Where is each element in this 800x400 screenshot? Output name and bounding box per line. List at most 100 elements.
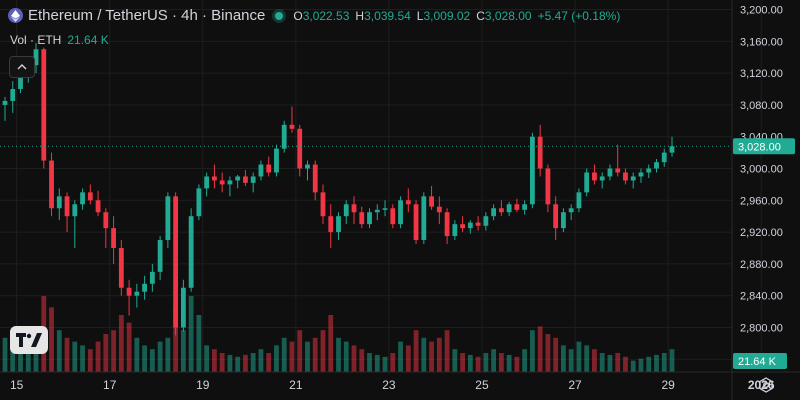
- candle-body: [568, 208, 574, 213]
- candle-body: [180, 287, 186, 328]
- volume-bar: [607, 354, 613, 372]
- symbol-title[interactable]: Ethereum / TetherUS · 4h · Binance: [28, 7, 266, 24]
- volume-bar: [111, 330, 116, 372]
- volume-bar: [467, 354, 473, 372]
- low-value: 3,009.02: [423, 8, 471, 23]
- x-tick-label: 27: [568, 378, 582, 392]
- volume-bar: [529, 330, 535, 372]
- last-price-label: 3,028.00: [738, 141, 781, 153]
- volume-bar: [568, 349, 574, 372]
- last-volume-label: 21.64 K: [738, 356, 777, 368]
- candle-body: [599, 176, 605, 181]
- candle-body: [33, 49, 39, 66]
- candle-body: [630, 176, 636, 181]
- volume-bar: [312, 337, 318, 372]
- candle-body: [95, 200, 101, 213]
- candle-body: [669, 146, 675, 153]
- volume-bar: [421, 337, 427, 372]
- volume-bar: [514, 356, 520, 372]
- symbol-legend: Ethereum / TetherUS · 4h · Binance O3,02…: [8, 7, 620, 24]
- high-label: H: [355, 8, 365, 23]
- volume-bar: [436, 337, 442, 372]
- x-tick-label: 25: [475, 378, 489, 392]
- candle-body: [320, 192, 326, 217]
- volume-bar: [149, 349, 155, 372]
- volume-bar: [87, 349, 93, 372]
- y-tick-label: 3,000.00: [740, 164, 783, 176]
- volume-bar: [405, 345, 411, 372]
- volume-bar: [204, 345, 210, 372]
- candle-body: [615, 168, 621, 173]
- candlesticks: [2, 42, 675, 336]
- volume-bar: [359, 349, 365, 372]
- x-tick-label: 29: [661, 378, 675, 392]
- ethereum-icon[interactable]: [8, 8, 23, 23]
- candle-body: [398, 200, 403, 225]
- candle-body: [41, 49, 47, 161]
- volume-value: 21.64 K: [67, 33, 109, 47]
- volume-bar: [398, 341, 403, 372]
- candle-body: [142, 283, 148, 292]
- x-tick-label: 19: [196, 378, 210, 392]
- volume-bar: [630, 360, 636, 372]
- volume-bar: [212, 349, 217, 372]
- candle-body: [367, 212, 372, 225]
- volume-bar: [49, 307, 54, 372]
- price-axis[interactable]: 3,200.003,160.003,120.003,080.003,040.00…: [731, 0, 783, 400]
- volume-bar: [491, 349, 497, 372]
- volume-label: Vol · ETH: [10, 33, 62, 47]
- last-price-badge: [733, 138, 795, 155]
- volume-bar: [80, 345, 85, 372]
- candle-body: [390, 208, 396, 225]
- volume-bar: [452, 349, 458, 372]
- candle-body: [359, 212, 365, 225]
- candle-body: [18, 73, 23, 90]
- candle-body: [529, 136, 535, 205]
- volume-bar: [196, 315, 202, 372]
- candle-body: [281, 124, 287, 149]
- volume-bar: [561, 345, 566, 372]
- candle-body: [343, 204, 349, 217]
- volume-bar: [654, 354, 659, 372]
- volume-bar: [157, 341, 163, 372]
- candle-body: [49, 160, 54, 209]
- candle-body: [134, 291, 140, 296]
- volume-bar: [374, 354, 380, 372]
- y-tick-label: 3,200.00: [740, 5, 783, 17]
- tradingview-logo-icon[interactable]: [10, 326, 48, 354]
- candle-body: [336, 216, 341, 233]
- volume-bar: [235, 356, 241, 372]
- y-tick-label: 2,880.00: [740, 259, 783, 271]
- candle-body: [328, 216, 334, 233]
- candle-body: [56, 196, 62, 209]
- volume-bar: [219, 353, 225, 372]
- candle-body: [467, 222, 473, 229]
- volume-bar: [188, 296, 194, 372]
- volume-legend[interactable]: Vol · ETH 21.64 K: [10, 33, 109, 47]
- high-value: 3,039.54: [364, 8, 411, 23]
- candle-body: [646, 168, 652, 173]
- candle-body: [165, 196, 171, 241]
- candle-body: [173, 196, 179, 328]
- volume-bar: [305, 341, 310, 372]
- volume-bar: [599, 353, 605, 372]
- volume-bar: [537, 326, 543, 372]
- volume-bar: [320, 330, 326, 372]
- volume-bar: [173, 307, 179, 372]
- candle-body: [312, 164, 318, 193]
- volume-bar: [266, 353, 272, 372]
- volume-bar: [592, 349, 597, 372]
- candle-body: [592, 172, 597, 181]
- collapse-legend-button[interactable]: [9, 56, 35, 78]
- volume-bar: [623, 356, 628, 372]
- gear-icon[interactable]: [757, 376, 775, 394]
- x-tick-label: 23: [382, 378, 396, 392]
- market-status-dot[interactable]: [275, 11, 284, 20]
- volume-bar: [142, 345, 148, 372]
- volume-bar: [95, 341, 101, 372]
- candle-body: [452, 224, 458, 237]
- candle-body: [126, 287, 132, 296]
- candle-body: [250, 176, 256, 183]
